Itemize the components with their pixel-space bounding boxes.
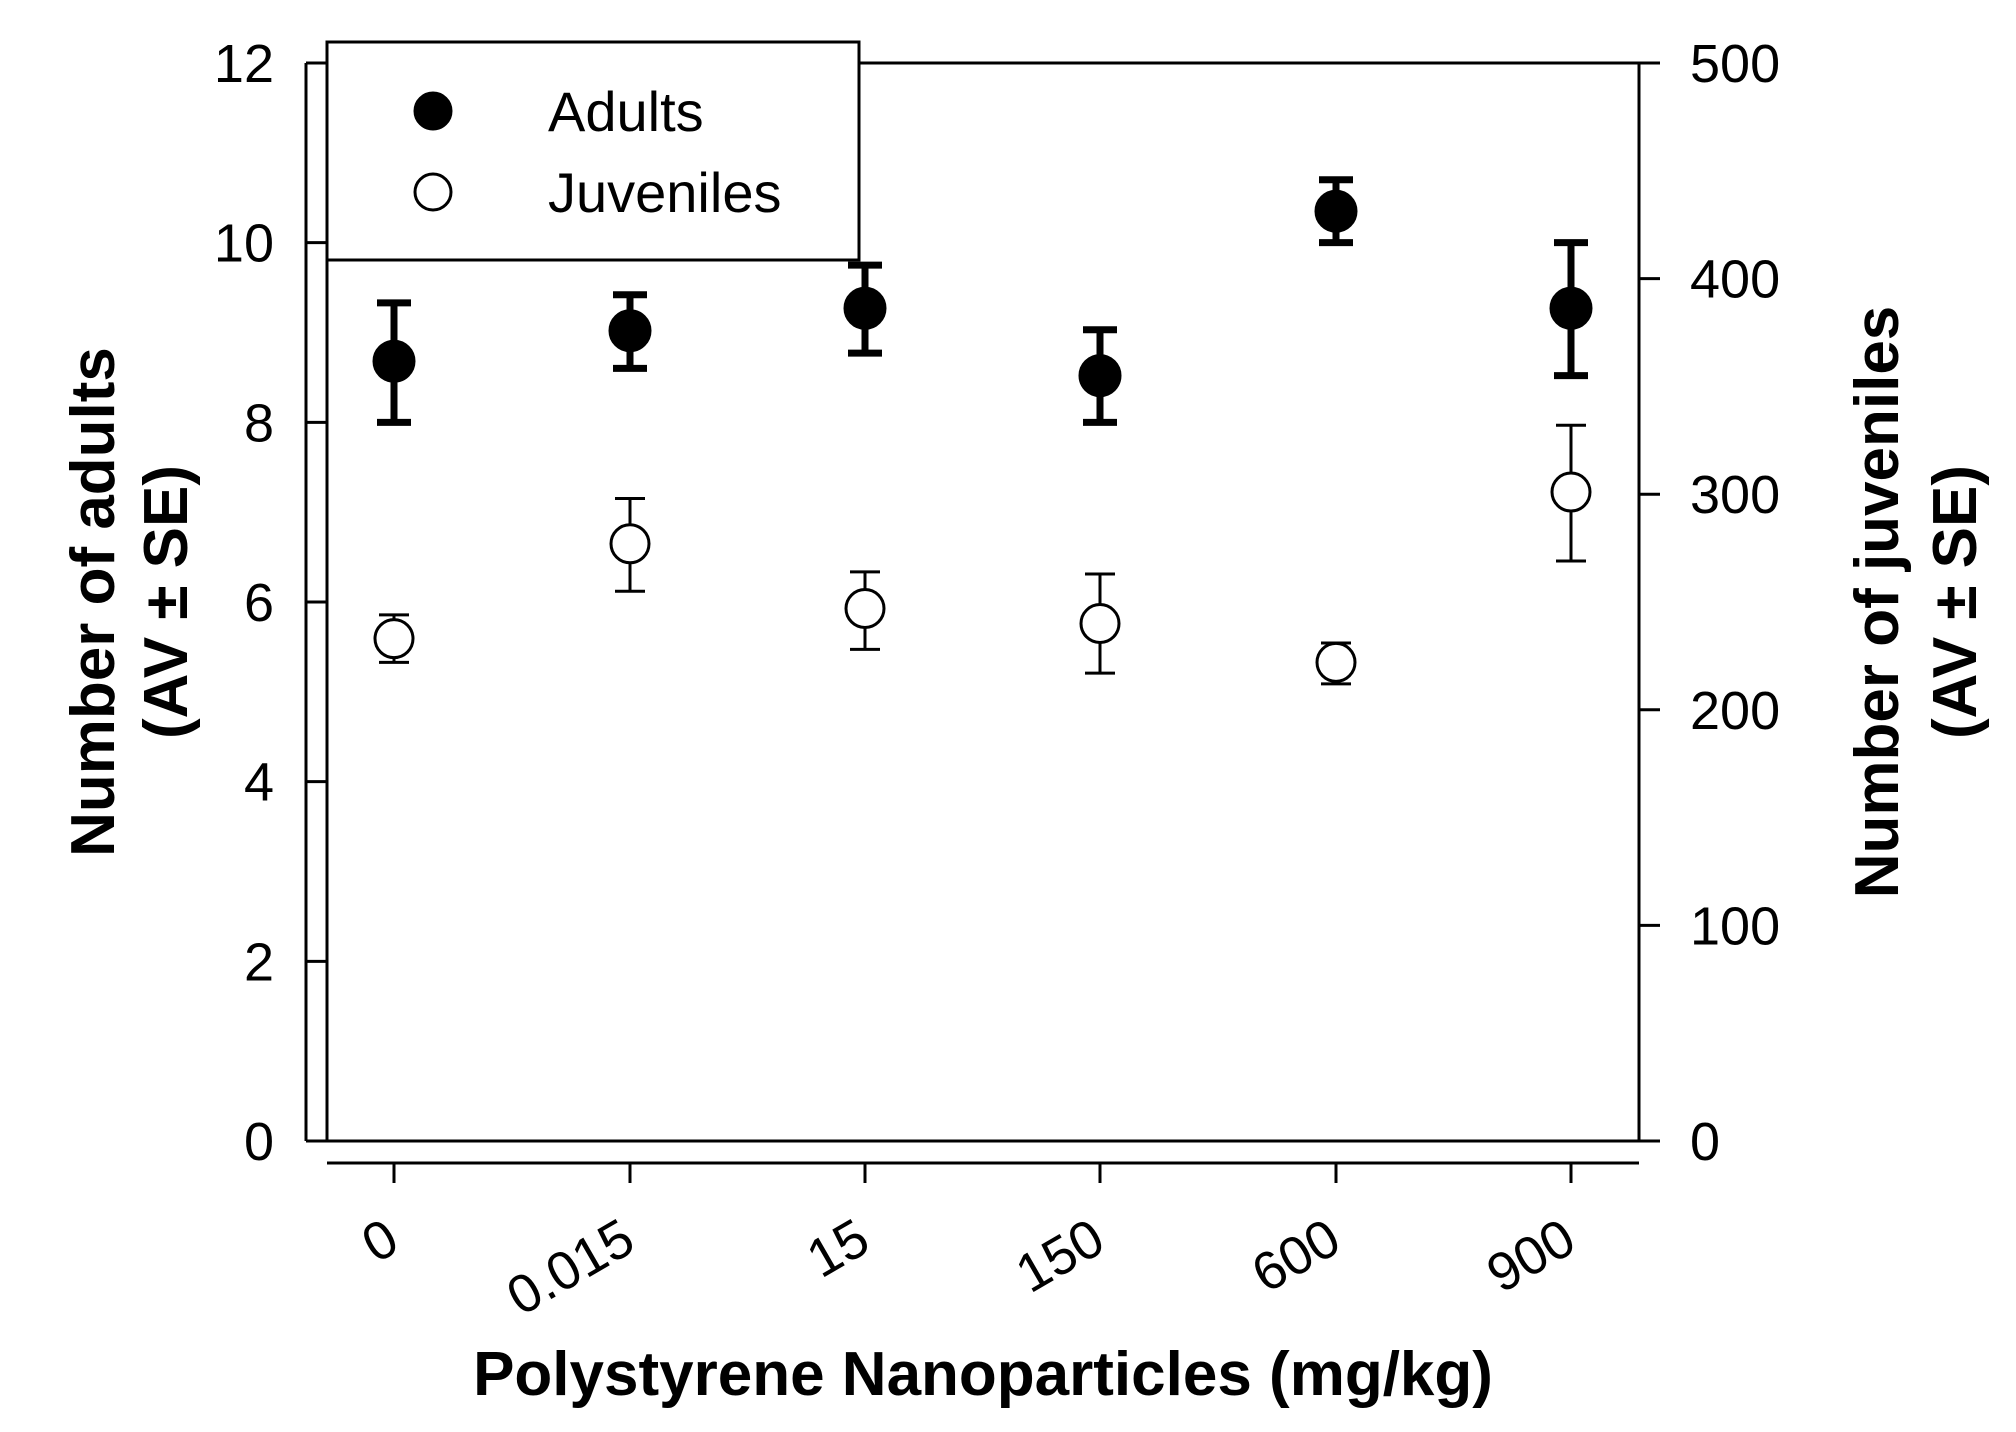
x-axis-title: Polystyrene Nanoparticles (mg/kg) (473, 1340, 1493, 1409)
data-point-juveniles (1079, 603, 1121, 645)
right-tick-label: 0 (1690, 1112, 1720, 1172)
legend-adults-label: Adults (548, 80, 704, 143)
legend-juveniles-label: Juveniles (548, 161, 781, 224)
right-tick-label: 300 (1690, 465, 1780, 525)
data-point-juveniles (373, 618, 415, 660)
data-point-adults (608, 309, 652, 353)
legend-box (325, 40, 861, 262)
data-point-adults (1078, 354, 1122, 398)
left-tick-label: 12 (214, 34, 274, 94)
x-tick-label: 150 (1006, 1207, 1114, 1304)
left-tick-label: 4 (244, 753, 274, 813)
right-tick-label: 500 (1690, 34, 1780, 94)
data-point-juveniles (1550, 471, 1592, 513)
x-tick-label: 600 (1242, 1207, 1350, 1304)
left-tick-label: 2 (244, 932, 274, 992)
legend: Adults Juveniles (325, 40, 861, 262)
left-tick-label: 10 (214, 214, 274, 274)
data-point-adults (372, 339, 416, 383)
data-point-juveniles (1315, 641, 1357, 683)
right-axis-title: Number of juveniles (AV ± SE) (1843, 306, 1990, 899)
right-tick-label: 200 (1690, 681, 1780, 741)
left-tick-label: 6 (244, 573, 274, 633)
left-axis-title-line1: Number of adults (59, 347, 128, 857)
series-adults (372, 176, 1593, 426)
series-layer (372, 176, 1593, 686)
right-tick-label: 400 (1690, 250, 1780, 310)
right-y-axis: 0 100 200 300 400 500 (1639, 34, 1780, 1172)
x-tick-label: 15 (797, 1207, 879, 1289)
right-axis-title-line1: Number of juveniles (1843, 306, 1912, 899)
data-point-juveniles (609, 523, 651, 565)
left-tick-label: 8 (244, 393, 274, 453)
x-tick-label: 0 (352, 1207, 408, 1274)
right-tick-label: 100 (1690, 896, 1780, 956)
right-axis-title-line2: (AV ± SE) (1921, 465, 1990, 739)
x-axis: 0 0.015 15 150 600 900 (327, 1161, 1639, 1327)
x-tick-label: 900 (1477, 1207, 1585, 1304)
x-tick-label: 0.015 (497, 1207, 644, 1327)
legend-adults-marker (413, 91, 453, 131)
data-point-juveniles (844, 587, 886, 629)
left-axis-title-line2: (AV ± SE) (132, 465, 201, 739)
legend-juveniles-marker (413, 172, 453, 212)
series-juveniles (373, 423, 1592, 686)
left-tick-label: 0 (244, 1112, 274, 1172)
left-axis-title: Number of adults (AV ± SE) (59, 347, 201, 857)
data-point-adults (843, 286, 887, 330)
data-point-adults (1549, 286, 1593, 330)
left-y-axis: 0 2 4 6 8 10 12 (214, 34, 327, 1172)
data-point-adults (1314, 189, 1358, 233)
